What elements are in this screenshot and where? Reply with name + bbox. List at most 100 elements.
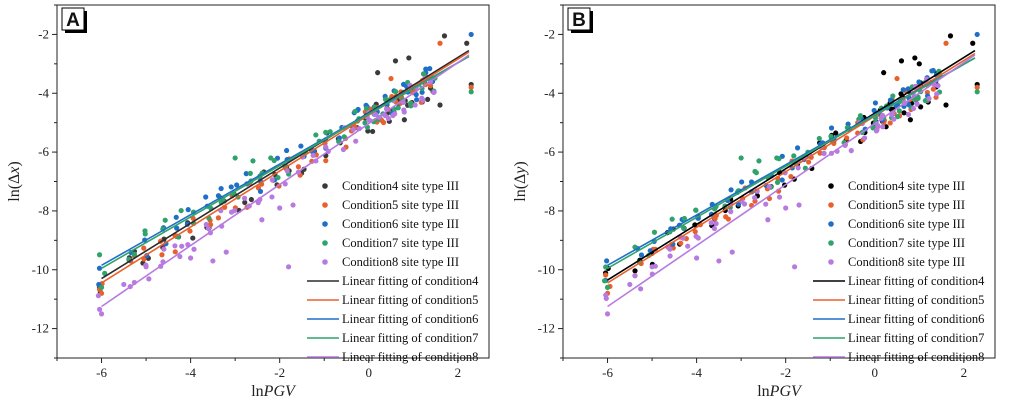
scatter-point-condition7 <box>738 155 744 161</box>
scatter-point-condition8 <box>203 221 209 228</box>
scatter-point-condition8 <box>848 148 854 154</box>
panel-b: -6 -4 -2 0 2 -2 -4 -6 -8 -10 -12 lnPGV ln(Δy) Conditi… <box>512 4 996 400</box>
scatter-point-condition8 <box>914 101 920 107</box>
legend-label: Linear fitting of condition7 <box>848 331 984 345</box>
fit-line-condition7 <box>101 55 470 269</box>
x-tick-label: -4 <box>691 365 702 380</box>
scatter-point-condition6 <box>872 100 879 106</box>
y-tick-label: -12 <box>538 321 555 336</box>
scatter-point-condition7 <box>774 179 781 185</box>
scatter-point-condition8 <box>98 311 105 317</box>
scatter-point-condition7 <box>275 174 281 181</box>
scatter-point-condition8 <box>796 202 802 208</box>
scatter-point-condition8 <box>401 107 407 113</box>
scatter-point-condition7 <box>468 89 474 95</box>
scatter-point-condition7 <box>247 170 253 176</box>
scatter-point-condition8 <box>632 273 638 279</box>
scatter-point-condition5 <box>930 86 936 92</box>
scatter-point-condition4 <box>401 117 407 123</box>
scatter-layer <box>601 31 980 317</box>
x-tick-label: -6 <box>96 365 107 380</box>
scatter-point-condition5 <box>943 40 949 46</box>
scatter-point-condition6 <box>96 265 103 271</box>
scatter-point-condition6 <box>916 79 922 85</box>
scatter-point-condition6 <box>906 101 912 108</box>
legend-marker <box>322 221 328 227</box>
legend-label: Condition4 site type III <box>848 179 965 193</box>
legend: Condition4 site type III Condition5 site … <box>813 179 985 364</box>
y-tick-label: -4 <box>544 85 555 100</box>
scatter-point-condition6 <box>284 147 290 154</box>
x-tick-label: -4 <box>185 365 196 380</box>
scatter-point-condition5 <box>806 159 812 165</box>
y-axis-label: ln(Δx) <box>6 161 23 202</box>
scatter-point-condition4 <box>392 58 399 64</box>
scatter-point-condition8 <box>172 243 178 249</box>
legend-marker <box>322 240 328 246</box>
scatter-point-condition8 <box>638 286 644 292</box>
scatter-point-condition8 <box>667 246 673 252</box>
scatter-point-condition8 <box>752 195 758 201</box>
scatter-point-condition8 <box>649 264 655 270</box>
scatter-point-condition7 <box>232 155 238 161</box>
scatter-point-condition6 <box>728 187 734 193</box>
scatter-point-condition7 <box>753 170 759 176</box>
scatter-point-condition6 <box>974 31 980 38</box>
scatter-point-condition6 <box>228 184 234 190</box>
scatter-point-condition7 <box>894 113 901 120</box>
scatter-point-condition8 <box>96 306 103 312</box>
scatter-layer <box>95 31 474 317</box>
scatter-point-condition4 <box>918 104 924 110</box>
scatter-point-condition7 <box>102 270 108 276</box>
fit-line-condition4 <box>607 49 976 281</box>
scatter-point-condition8 <box>667 253 673 259</box>
legend-marker <box>828 202 834 208</box>
scatter-point-condition8 <box>783 205 789 211</box>
panel-label: A <box>66 10 80 31</box>
scatter-point-condition6 <box>257 188 264 195</box>
scatter-point-condition6 <box>900 87 906 93</box>
scatter-point-condition7 <box>98 284 105 290</box>
scatter-point-condition8 <box>627 281 633 288</box>
scatter-point-condition8 <box>340 146 347 153</box>
scatter-point-condition7 <box>603 264 609 270</box>
legend-marker <box>322 202 328 208</box>
scatter-point-condition4 <box>375 70 381 76</box>
scatter-point-condition7 <box>756 158 762 164</box>
scatter-point-condition8 <box>910 105 917 112</box>
scatter-point-condition7 <box>327 129 333 135</box>
scatter-point-condition4 <box>370 128 376 135</box>
scatter-point-condition4 <box>943 102 949 108</box>
scatter-point-condition6 <box>173 214 179 220</box>
x-tick-label: -6 <box>602 365 613 380</box>
scatter-point-condition4 <box>406 55 412 61</box>
scatter-point-condition5 <box>894 75 900 82</box>
scatter-point-condition8 <box>269 194 275 200</box>
scatter-point-condition8 <box>277 205 283 211</box>
scatter-point-condition5 <box>974 84 980 90</box>
scatter-point-condition4 <box>970 40 976 46</box>
scatter-point-condition4 <box>437 102 443 108</box>
legend-marker <box>828 221 834 227</box>
scatter-point-condition7 <box>313 132 319 138</box>
scatter-point-condition5 <box>692 229 698 235</box>
scatter-point-condition6 <box>413 92 419 98</box>
fit-line-condition7 <box>607 57 976 269</box>
scatter-point-condition6 <box>468 31 474 38</box>
x-tick-label: 0 <box>872 365 879 380</box>
legend-label: Condition4 site type III <box>342 179 459 193</box>
scatter-point-condition8 <box>269 177 275 183</box>
scatter-point-condition5 <box>723 214 729 220</box>
scatter-point-condition5 <box>215 215 222 221</box>
x-axis-label: lnPGV <box>757 383 803 400</box>
scatter-point-condition6 <box>298 143 304 149</box>
scatter-point-condition4 <box>441 33 448 39</box>
scatter-point-condition8 <box>875 122 881 129</box>
scatter-point-condition6 <box>905 86 911 92</box>
scatter-point-condition7 <box>816 135 822 142</box>
scatter-point-condition5 <box>295 164 302 170</box>
scatter-point-condition8 <box>603 295 609 302</box>
scatter-point-condition8 <box>385 115 392 122</box>
scatter-point-condition7 <box>857 113 864 119</box>
